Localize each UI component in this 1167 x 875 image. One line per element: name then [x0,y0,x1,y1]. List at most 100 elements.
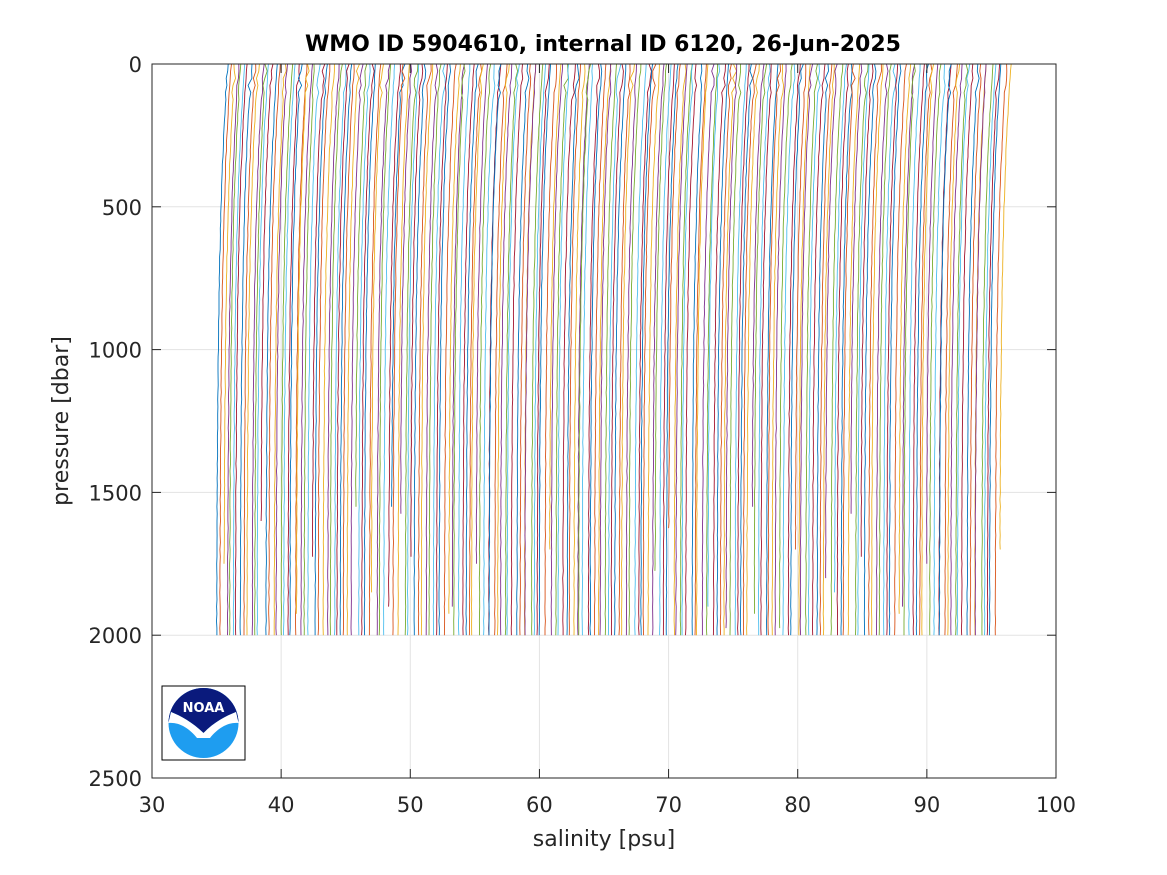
salinity-profile-line [614,63,627,636]
salinity-profile-line [243,63,257,636]
salinity-profile-line [578,63,592,636]
salinity-profile-line [312,63,326,557]
salinity-profile-line [833,63,847,593]
salinity-profile-line [753,63,768,614]
salinity-profile-line [555,63,569,636]
salinity-profile-line [760,63,772,636]
salinity-profile-line [497,63,510,636]
salinity-profile-line [599,63,612,636]
x-tick-label: 100 [1036,793,1076,817]
salinity-profile-line [451,63,465,607]
salinity-profile-line [443,63,457,636]
salinity-profile-line [287,63,300,636]
salinity-profile-line [336,63,350,636]
salinity-profile-line [470,63,484,636]
plot-frame [151,63,1057,779]
salinity-profile-line [933,63,946,636]
salinity-profile-line [383,63,396,636]
salinity-profile-line [536,63,550,636]
salinity-profile-line [929,63,942,636]
salinity-profile-line [974,63,987,636]
x-tick-label: 80 [784,793,811,817]
salinity-profile-line [283,63,296,636]
salinity-profile-line [969,63,982,636]
salinity-profile-line [850,63,863,514]
salinity-profile-line [468,63,483,636]
salinity-profile-line [673,63,687,636]
salinity-profile-line [994,63,1008,636]
salinity-profile-line [705,64,718,636]
salinity-profile-line [307,63,321,636]
salinity-profile-line [902,63,916,607]
noaa-logo: NOAA [161,685,246,761]
salinity-profile-line [652,63,665,636]
salinity-profile-line [981,63,994,636]
salinity-profile-line [494,63,508,636]
salinity-profile-line [265,63,278,636]
salinity-profile-line [628,63,642,636]
salinity-profile-line [915,63,929,636]
salinity-profile-line [712,63,726,636]
salinity-profile-line [766,63,779,636]
salinity-profile-line [950,63,963,636]
salinity-profile-line [675,63,688,636]
x-tick-label: 30 [139,793,166,817]
salinity-profile-line [391,63,406,507]
salinity-profile-line [598,63,612,636]
salinity-profile-line [516,63,530,636]
salinity-profile-line [746,63,760,636]
salinity-profile-line [488,63,502,636]
salinity-profile-line [275,63,288,636]
salinity-profile-line [640,63,654,636]
salinity-profile-line [358,63,371,636]
x-tick-label: 50 [397,793,424,817]
salinity-profile-line [404,63,419,636]
salinity-profile-line [234,63,248,636]
salinity-profile-line [863,63,877,636]
salinity-profile-line [857,63,870,636]
salinity-profile-line [488,63,502,636]
salinity-profile-line [654,63,667,571]
salinity-profile-line [246,63,260,636]
salinity-profile-line [725,63,738,629]
salinity-profile-line [870,63,884,636]
salinity-profile-line [790,63,804,636]
salinity-profile-line [317,64,331,636]
salinity-profile-line [694,63,707,636]
salinity-profile-line [679,63,693,636]
y-tick-labels: 0 500 1000 1500 2000 2500 [89,53,142,791]
salinity-profile-line [216,63,229,636]
salinity-profile-line [822,64,835,636]
salinity-profile-line [378,63,392,636]
salinity-profile-line [825,63,838,579]
salinity-profile-line [860,63,874,557]
salinity-profile-line [888,63,902,636]
x-tick-label: 90 [913,793,940,817]
salinity-profile-line [478,63,492,636]
salinity-profile-line [983,63,997,636]
y-axis-label: pressure [dbar] [49,336,74,506]
salinity-profile-line [620,63,635,636]
salinity-profile-line [855,63,869,636]
salinity-profile-line [368,63,382,636]
salinity-profile-line [376,63,391,636]
salinity-profile-line [562,63,576,636]
salinity-profile-line [448,63,461,614]
salinity-profile-line [346,63,360,636]
salinity-profile-line [691,63,703,636]
salinity-profile-line [830,63,844,636]
chart-title: WMO ID 5904610, internal ID 6120, 26-Jun… [305,32,901,57]
salinity-profile-line [836,63,849,636]
salinity-profile-line [665,63,679,636]
salinity-profile-line [577,63,590,636]
noaa-logo-text: NOAA [183,701,225,716]
salinity-profile-line [681,63,694,636]
salinity-profile-line [771,63,785,636]
salinity-profile-line [594,63,607,636]
salinity-profile-line [436,63,448,636]
salinity-profile-line [273,63,287,636]
y-tick-label: 2500 [89,767,142,791]
salinity-profile-line [533,63,547,636]
noaa-logo-gull [168,712,239,738]
